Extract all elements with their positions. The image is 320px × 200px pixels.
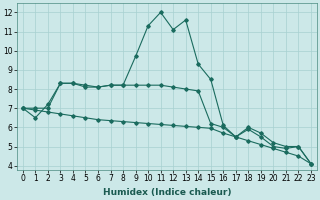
X-axis label: Humidex (Indice chaleur): Humidex (Indice chaleur) [103,188,231,197]
